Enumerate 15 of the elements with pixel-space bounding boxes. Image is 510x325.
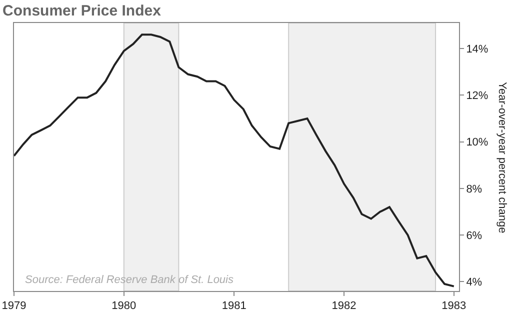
y-tick-label: 14%	[466, 43, 488, 56]
annotation: Source: Federal Reserve Bank of St. Louis	[25, 274, 234, 286]
y-tick-label: 6%	[466, 230, 482, 242]
y-tick-label: 10%	[466, 136, 488, 149]
line-series	[14, 34, 455, 288]
x-tick-label: 1983	[442, 300, 466, 312]
chart-title: Consumer Price Index	[2, 2, 162, 20]
y-tick-label: 12%	[466, 90, 488, 102]
y-tick-label: 8%	[466, 183, 482, 196]
y-tick-label: 4%	[466, 276, 482, 289]
x-tick-label: 1981	[222, 300, 246, 312]
x-tick-label: 1979	[2, 300, 26, 312]
x-tick-label: 1980	[112, 300, 136, 312]
x-tick-label: 1982	[332, 300, 356, 312]
y-axis-title: Year-over-year percent change	[496, 82, 508, 234]
